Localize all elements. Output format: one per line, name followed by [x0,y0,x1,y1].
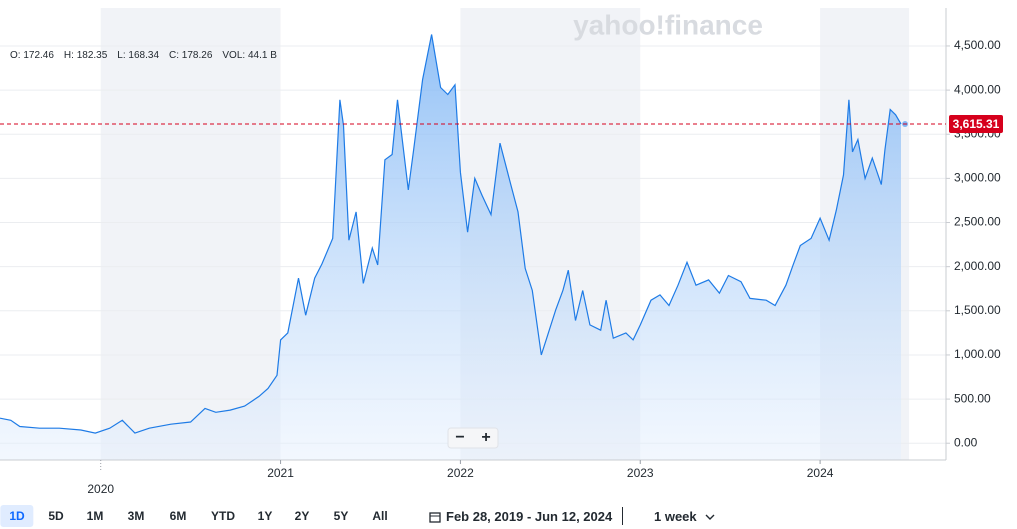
watermark: yahoo!finance [573,9,763,40]
zoom-box [447,427,499,449]
ohlc-item: O: 172.46 [10,50,54,61]
y-tick-label: 1,500.00 [954,303,1001,317]
line [0,34,902,434]
range-button[interactable]: All [372,509,388,523]
range-button[interactable]: 5Y [333,509,349,523]
y-tick-label: 3,000.00 [954,171,1001,185]
range-button[interactable]: 6M [169,509,187,523]
y-tick-label: 0.00 [954,435,978,449]
y-tick-label: 1,000.00 [954,347,1001,361]
zoom-out[interactable]: − [455,429,464,446]
x-tick-label: 2020 [87,482,114,496]
x-tick-label: 2024 [807,466,834,480]
date-range[interactable]: Feb 28, 2019 - Jun 12, 2024 [446,509,613,524]
chart: yahoo!finance 0.00 500.00 1,000.00 1,500.00… [0,8,1003,496]
x-tick-label: 2022 [447,466,474,480]
calendar-icon [429,512,441,523]
chevron [705,514,715,520]
interval[interactable]: 1 week [654,509,697,524]
ohlc-item: H: 182.35 [63,50,108,61]
ohlc-item: VOL: 44.1 B [222,50,277,61]
range-button[interactable]: 1Y [257,509,273,523]
ohlc-item: C: 178.26 [169,50,213,61]
cursor [622,507,623,525]
range-button[interactable]: 2Y [294,509,310,523]
last-price-tag [949,115,1003,134]
y-tick-label: 2,000.00 [954,259,1001,273]
range-bar: Feb 28, 2019 - Jun 12, 2024 1 week 1D 5D 1… [0,503,1017,529]
zoom-in[interactable]: + [481,429,490,446]
area [0,34,902,460]
ohlc-item: L: 168.34 [117,50,160,61]
y-tick-label: 2,500.00 [954,215,1001,229]
x-tick-label: 2021 [267,466,294,480]
range-button[interactable]: 5D [48,509,64,523]
range-button[interactable]: 3M [127,509,145,523]
range-button[interactable]: 1M [86,509,104,523]
ohlc-info: O: 172.46 H: 182.35 L: 168.34 C: 178.26 VOL:… [10,50,287,61]
year-bands [100,8,910,460]
y-tick-label: 4,500.00 [954,38,1001,52]
year-band [100,8,281,460]
y-tick-label: 4,000.00 [954,82,1001,96]
range-button[interactable]: 1D [0,505,34,527]
axes: 0.00 500.00 1,000.00 1,500.00 2,000.00 2,500.… [0,38,1003,496]
last-price-label: 3,615.31 [953,117,1000,131]
y-tick-label: 500.00 [954,391,991,405]
zoom-controls: − + [447,427,499,449]
range-button[interactable]: YTD [211,509,235,523]
x-tick-label: 2023 [627,466,654,480]
